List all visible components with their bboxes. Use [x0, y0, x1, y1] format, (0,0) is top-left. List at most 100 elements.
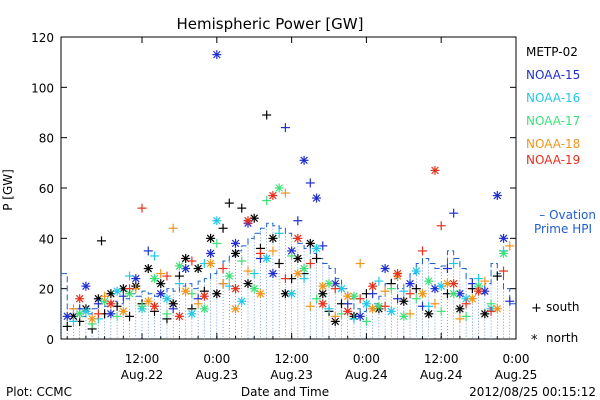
north-marker — [405, 279, 415, 289]
south-marker — [162, 271, 172, 281]
south-marker — [386, 284, 396, 294]
south-marker — [274, 228, 284, 238]
north-marker — [174, 311, 184, 321]
north-marker — [287, 289, 297, 299]
north-marker — [149, 274, 159, 284]
south-marker — [218, 279, 228, 289]
south-marker — [168, 223, 178, 233]
x-tick-label-time: 12:00 — [274, 352, 309, 366]
south-marker — [355, 259, 365, 268]
south-marker — [411, 284, 421, 294]
y-tick-label: 60 — [39, 182, 54, 196]
x-tick-label-date: Aug.25 — [495, 368, 538, 382]
north-marker — [262, 253, 272, 263]
north-marker — [461, 294, 471, 304]
north-marker — [399, 296, 409, 306]
south-marker — [299, 274, 309, 284]
north-marker — [106, 299, 116, 309]
south-marker — [411, 294, 421, 304]
south-marker — [125, 271, 135, 281]
south-marker — [449, 208, 459, 218]
south-marker — [405, 309, 415, 319]
south-marker — [224, 198, 234, 208]
north-marker — [206, 259, 216, 268]
legend-item-noaa-15: NOAA-15 — [526, 68, 580, 82]
south-marker — [330, 284, 340, 294]
x-tick-label-date: Aug.24 — [420, 368, 463, 382]
x-tick-label-date: Aug.23 — [270, 368, 313, 382]
x-tick-label-time: 0:00 — [203, 352, 230, 366]
south-marker — [280, 188, 290, 198]
north-marker — [206, 248, 216, 258]
south-marker — [268, 246, 278, 256]
series-noaa-19 — [75, 165, 509, 321]
legend-ovation-line2: Prime HPI — [534, 222, 592, 236]
south-marker — [312, 294, 322, 304]
north-marker — [181, 286, 191, 296]
south-marker — [287, 251, 297, 261]
north-marker — [212, 289, 222, 299]
north-marker — [393, 269, 403, 279]
north-marker — [268, 191, 278, 201]
x-tick-label-date: Aug.23 — [196, 368, 239, 382]
south-marker — [305, 259, 315, 268]
south-marker — [461, 299, 471, 309]
north-marker — [143, 296, 153, 306]
south-marker — [193, 299, 203, 309]
north-marker — [499, 248, 509, 258]
south-marker — [368, 289, 378, 299]
x-tick-label-time: 12:00 — [424, 352, 459, 366]
south-marker — [380, 286, 390, 296]
south-marker — [237, 203, 247, 213]
plot-credit: Plot: CCMC — [6, 385, 72, 399]
y-tick-label: 120 — [31, 31, 54, 45]
series-metp-02 — [62, 110, 502, 334]
ovation-hpi-line — [61, 222, 516, 317]
north-marker — [449, 279, 459, 289]
x-tick-label-date: Aug.22 — [121, 368, 164, 382]
north-marker — [224, 271, 234, 281]
north-marker — [305, 238, 315, 248]
y-tick-label: 100 — [31, 81, 54, 95]
legend-south-symbol: + — [531, 301, 542, 316]
south-marker — [187, 256, 197, 266]
south-marker — [324, 304, 334, 314]
south-marker — [168, 304, 178, 314]
x-tick-label-time: 0:00 — [353, 352, 380, 366]
north-marker — [361, 299, 371, 309]
north-marker — [62, 311, 72, 321]
north-marker — [231, 284, 241, 294]
north-marker — [343, 291, 353, 301]
y-tick-label: 0 — [46, 333, 54, 347]
north-marker — [449, 289, 459, 299]
north-marker — [181, 253, 191, 263]
y-tick-label: 20 — [39, 283, 54, 297]
north-marker — [455, 289, 465, 299]
south-marker — [312, 253, 322, 263]
south-marker — [442, 264, 452, 274]
legend-item-noaa-19: NOAA-19 — [526, 153, 580, 167]
scatter-points — [62, 50, 515, 334]
south-marker — [100, 291, 110, 301]
north-marker — [480, 309, 490, 319]
south-marker — [499, 266, 509, 276]
north-marker — [75, 309, 85, 319]
north-marker — [143, 264, 153, 274]
timestamp: 2012/08/25 00:15:12 — [469, 385, 596, 399]
north-marker — [293, 253, 303, 263]
north-marker — [312, 193, 322, 203]
north-marker — [355, 311, 365, 321]
north-marker — [424, 309, 434, 319]
south-marker — [430, 299, 440, 309]
north-marker — [268, 269, 278, 279]
north-marker — [411, 266, 421, 276]
south-marker — [262, 196, 272, 206]
north-marker — [492, 304, 502, 314]
north-marker — [386, 306, 396, 316]
south-marker — [218, 264, 228, 274]
north-marker — [492, 191, 502, 201]
north-marker — [343, 306, 353, 316]
south-marker — [405, 289, 415, 299]
south-marker — [305, 178, 315, 188]
